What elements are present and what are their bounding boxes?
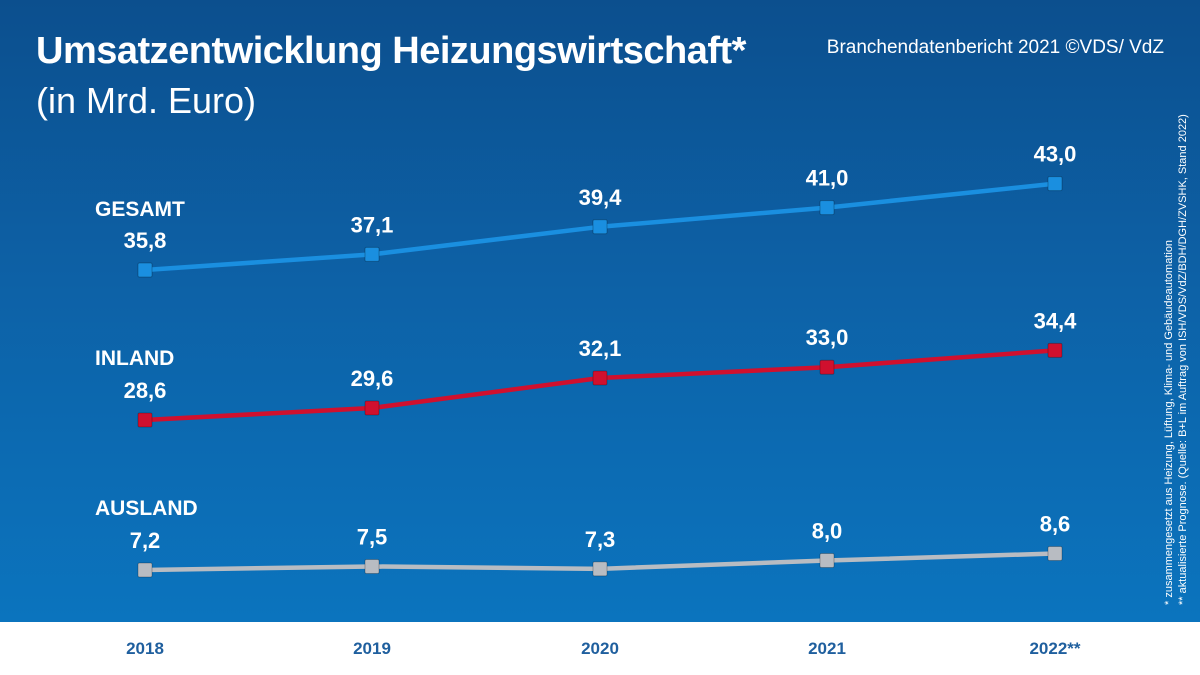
source-credit: Branchendatenbericht 2021 ©VDS/ VdZ [826, 37, 1164, 58]
data-label-gesamt-2019: 37,1 [351, 212, 394, 237]
x-tick-2021: 2021 [808, 639, 846, 658]
series-inland: 28,6 29,6 32,1 33,0 34,4 INLAND [95, 308, 1078, 428]
series-ausland: 7,2 7,5 7,3 8,0 8,6 AUSLAND [95, 497, 1071, 578]
data-label-ausland-2018: 7,2 [130, 528, 161, 553]
data-point-ausland-2018 [137, 562, 153, 578]
data-label-gesamt-2018: 35,8 [124, 228, 167, 253]
data-point-gesamt-2021 [819, 200, 835, 216]
data-point-gesamt-2020 [592, 219, 608, 235]
data-label-inland-2020: 32,1 [579, 336, 622, 361]
data-label-ausland-2021: 8,0 [812, 519, 843, 544]
series-gesamt: 35,8 37,1 39,4 41,0 43,0 GESAMT [95, 142, 1077, 278]
x-tick-2019: 2019 [353, 639, 391, 658]
data-label-ausland-2019: 7,5 [357, 524, 388, 549]
data-point-inland-2022 [1047, 342, 1063, 358]
data-point-gesamt-2018 [137, 262, 153, 278]
series-name-gesamt: GESAMT [95, 198, 185, 221]
x-tick-2018: 2018 [126, 639, 164, 658]
data-label-inland-2021: 33,0 [806, 325, 849, 350]
x-axis: 2018 2019 2020 2021 2022** [126, 639, 1081, 658]
x-tick-2022: 2022** [1029, 639, 1080, 658]
series-name-ausland: AUSLAND [95, 497, 198, 520]
data-point-ausland-2019 [364, 558, 380, 574]
chart-subtitle: (in Mrd. Euro) [36, 80, 257, 121]
data-point-ausland-2021 [819, 553, 835, 569]
data-point-gesamt-2019 [364, 246, 380, 262]
data-point-ausland-2022 [1047, 545, 1063, 561]
chart-title: Umsatzentwicklung Heizungswirtschaft* [36, 30, 746, 72]
data-point-inland-2018 [137, 412, 153, 428]
x-tick-2020: 2020 [581, 639, 619, 658]
data-point-gesamt-2022 [1047, 176, 1063, 192]
data-label-ausland-2020: 7,3 [585, 527, 616, 552]
data-label-inland-2018: 28,6 [124, 378, 167, 403]
series-name-inland: INLAND [95, 347, 174, 370]
data-point-ausland-2020 [592, 561, 608, 577]
data-label-inland-2022: 34,4 [1034, 308, 1078, 333]
data-label-gesamt-2021: 41,0 [806, 166, 849, 191]
data-point-inland-2019 [364, 400, 380, 416]
data-label-ausland-2022: 8,6 [1040, 511, 1071, 536]
data-point-inland-2020 [592, 370, 608, 386]
data-label-gesamt-2022: 43,0 [1034, 142, 1077, 167]
data-label-inland-2019: 29,6 [351, 366, 394, 391]
chart-background [0, 0, 1200, 622]
data-label-gesamt-2020: 39,4 [579, 185, 623, 210]
data-point-inland-2021 [819, 359, 835, 375]
